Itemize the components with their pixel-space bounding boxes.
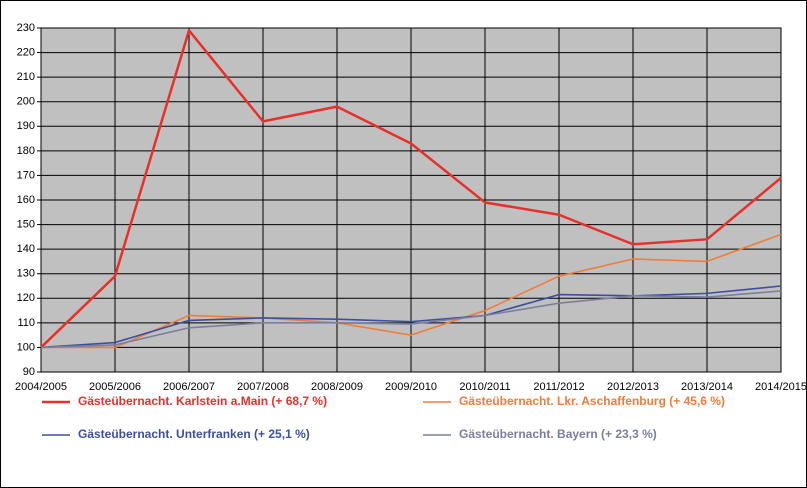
x-tick-label: 2011/2012 xyxy=(533,381,584,393)
y-tick-label: 220 xyxy=(17,46,35,58)
legend-label: Gästeübernacht. Lkr. Aschaffenburg (+ 45… xyxy=(459,394,725,408)
y-tick-label: 150 xyxy=(17,218,35,230)
y-tick-label: 100 xyxy=(17,341,35,353)
x-tick-label: 2007/2008 xyxy=(237,381,289,393)
legend-label: Gästeübernacht. Unterfranken (+ 25,1 %) xyxy=(78,427,310,441)
series-line xyxy=(40,290,782,349)
y-tick-label: 120 xyxy=(17,292,35,304)
x-tick-label: 2004/2005 xyxy=(15,381,67,393)
y-tick-label: 140 xyxy=(17,243,35,255)
y-tick-label: 200 xyxy=(17,96,35,108)
y-tick-label: 180 xyxy=(17,145,35,157)
y-tick-label: 170 xyxy=(17,169,35,181)
y-tick-label: 90 xyxy=(23,366,35,378)
x-tick-label: 2009/2010 xyxy=(385,381,437,393)
x-tick-label: 2012/2013 xyxy=(607,381,659,393)
y-tick-label: 160 xyxy=(17,194,35,206)
x-tick-label: 2010/2011 xyxy=(459,381,510,393)
legend-label: Gästeübernacht. Karlstein a.Main (+ 68,7… xyxy=(78,394,327,408)
x-tick-label: 2005/2006 xyxy=(89,381,141,393)
series-line xyxy=(41,233,782,349)
y-tick-label: 230 xyxy=(17,22,35,34)
x-tick-label: 2006/2007 xyxy=(163,381,215,393)
series-line xyxy=(40,285,782,349)
y-tick-label: 210 xyxy=(17,71,35,83)
y-tick-label: 190 xyxy=(17,120,35,132)
x-tick-label: 2008/2009 xyxy=(311,381,363,393)
legend-label: Gästeübernacht. Bayern (+ 23,3 %) xyxy=(459,427,657,441)
series-line xyxy=(40,29,782,349)
x-tick-label: 2013/2014 xyxy=(681,381,733,393)
x-tick-label: 2014/2015 xyxy=(755,381,807,393)
y-tick-label: 110 xyxy=(17,317,35,329)
y-tick-label: 130 xyxy=(17,268,35,280)
